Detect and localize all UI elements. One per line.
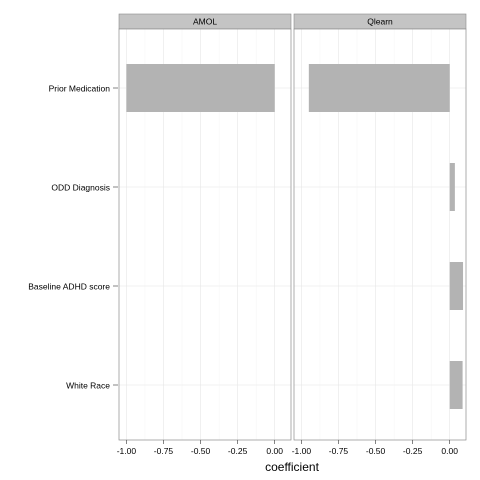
bar xyxy=(126,64,275,112)
x-tick-label: 0.00 xyxy=(441,446,458,456)
x-tick-label: -0.75 xyxy=(329,446,349,456)
x-tick-label: -0.25 xyxy=(228,446,248,456)
category-labels: Prior Medication ODD Diagnosis Baseline AD… xyxy=(28,84,118,391)
facet-panel-qlearn: Qlearn -1.00 -0.75 -0.50 -0.25 0.00 xyxy=(292,13,467,456)
bar xyxy=(449,163,455,211)
x-tick-label: -0.75 xyxy=(154,446,174,456)
x-axis-label: coefficient xyxy=(265,460,319,474)
category-label: White Race xyxy=(66,381,110,391)
bar xyxy=(449,262,464,310)
bar xyxy=(308,64,450,112)
panel-border xyxy=(118,28,292,441)
x-tick-label: -0.25 xyxy=(403,446,423,456)
x-tick-label: -0.50 xyxy=(366,446,386,456)
bar xyxy=(449,361,463,409)
facet-strip-label: AMOL xyxy=(193,17,217,27)
panel-border xyxy=(293,28,467,441)
x-tick-label: 0.00 xyxy=(266,446,283,456)
x-tick-label: -1.00 xyxy=(117,446,137,456)
facet-strip-label: Qlearn xyxy=(367,17,393,27)
category-label: ODD Diagnosis xyxy=(51,183,110,193)
x-tick-label: -1.00 xyxy=(292,446,312,456)
x-tick-label: -0.50 xyxy=(191,446,211,456)
category-label: Prior Medication xyxy=(49,84,111,94)
facet-panel-amol: AMOL -1.00 -0.75 -0.50 -0.25 0.00 xyxy=(117,13,292,456)
category-label: Baseline ADHD score xyxy=(28,282,110,292)
facet-panels: AMOL -1.00 -0.75 -0.50 -0.25 0.00 Qlearn -1.00 -… xyxy=(117,13,467,456)
